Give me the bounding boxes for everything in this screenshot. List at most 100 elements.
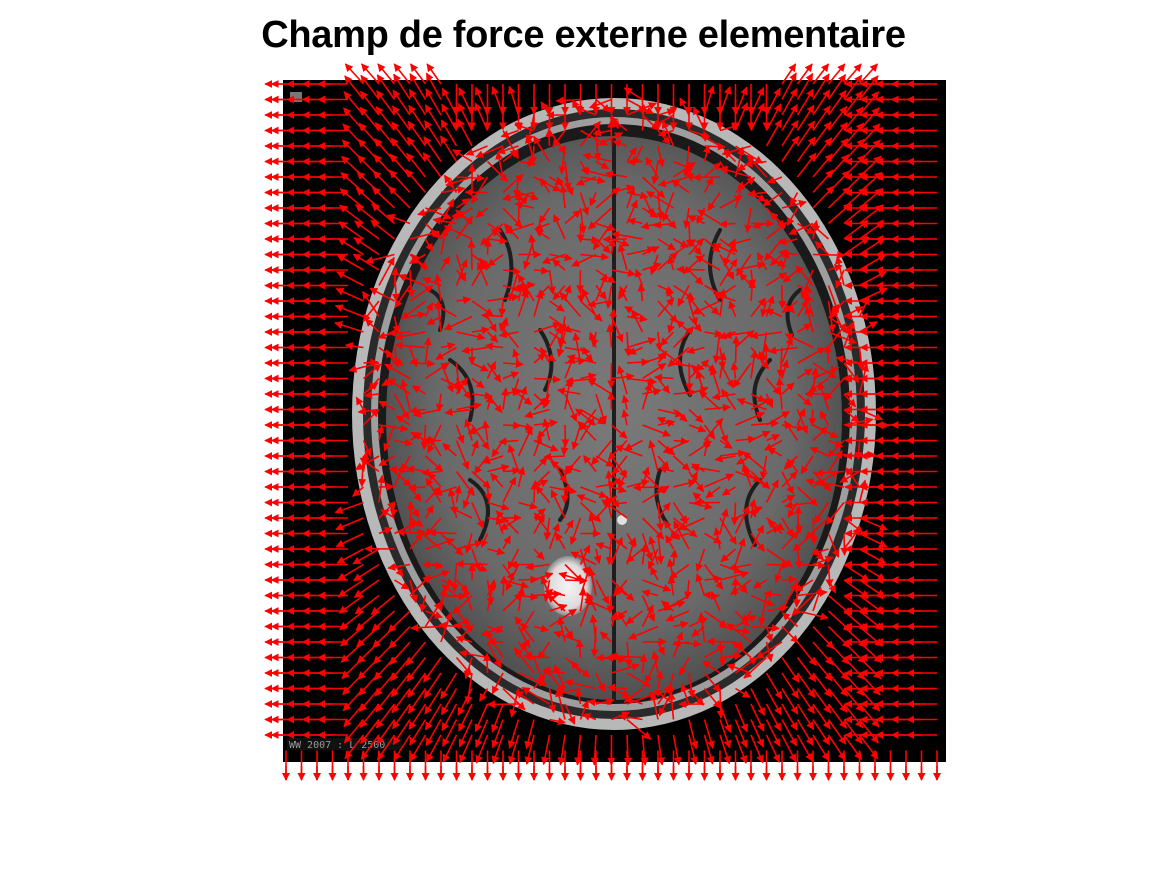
force-arrow (626, 337, 657, 349)
force-arrow (362, 440, 372, 457)
force-arrow (827, 74, 847, 100)
force-arrow (457, 118, 473, 147)
force-arrow (679, 97, 690, 116)
force-arrow (411, 385, 426, 395)
force-arrow (395, 415, 411, 426)
force-arrow (440, 377, 463, 389)
force-arrow (405, 169, 427, 194)
force-arrow (827, 203, 852, 225)
force-arrow (392, 316, 401, 334)
force-arrow (748, 280, 757, 302)
force-arrow (804, 305, 814, 333)
force-arrow (515, 192, 524, 224)
force-arrow (440, 256, 451, 271)
force-arrow (703, 417, 724, 442)
force-arrow (704, 403, 731, 412)
force-arrow (564, 209, 582, 225)
force-arrow (697, 209, 721, 225)
force-arrow (398, 273, 426, 287)
force-arrow (781, 359, 790, 379)
force-arrow (410, 253, 427, 271)
force-arrow (654, 373, 674, 382)
force-arrow (512, 348, 520, 364)
force-arrow (559, 184, 568, 209)
force-arrow (378, 256, 395, 286)
force-arrow (482, 455, 504, 465)
force-arrow (571, 253, 597, 267)
force-arrow (703, 424, 716, 440)
force-field-arrows (264, 63, 941, 781)
force-arrow (455, 471, 475, 497)
force-arrow (456, 198, 471, 209)
force-arrow (434, 300, 443, 333)
force-arrow (439, 135, 458, 162)
force-arrow (483, 238, 492, 255)
force-arrow (688, 269, 704, 286)
force-arrow (487, 293, 520, 302)
force-arrow (502, 173, 524, 194)
force-arrow (617, 243, 628, 271)
force-arrow (474, 86, 489, 116)
force-arrow (552, 130, 566, 148)
force-arrow (768, 346, 798, 355)
force-arrow (461, 346, 488, 355)
force-arrow (501, 387, 509, 410)
force-arrow (661, 120, 675, 147)
force-arrow (811, 367, 820, 395)
force-arrow (360, 63, 380, 85)
force-arrow (582, 152, 612, 163)
force-arrow (393, 73, 411, 100)
force-arrow (547, 269, 556, 295)
force-arrow (533, 396, 549, 411)
force-arrow (672, 455, 691, 471)
force-arrow (524, 135, 535, 162)
force-arrow (502, 466, 521, 475)
force-arrow (498, 300, 507, 317)
force-arrow (765, 377, 781, 395)
force-arrow (362, 290, 380, 317)
force-arrow (376, 90, 396, 116)
force-arrow (627, 217, 643, 226)
force-arrow (407, 120, 427, 147)
force-arrow (641, 176, 666, 199)
force-arrow (539, 177, 551, 193)
force-arrow (486, 331, 499, 343)
force-arrow (425, 207, 452, 220)
force-arrow (334, 304, 364, 318)
force-arrow (502, 149, 519, 163)
force-arrow (814, 241, 830, 256)
force-arrow (716, 688, 725, 719)
force-arrow (812, 251, 846, 260)
force-arrow (611, 269, 636, 278)
force-arrow (389, 169, 411, 194)
force-arrow (824, 377, 845, 401)
force-arrow (685, 362, 694, 392)
force-arrow (667, 316, 675, 334)
force-arrow (517, 386, 528, 410)
force-arrow (533, 135, 551, 162)
force-arrow (750, 430, 771, 442)
force-arrow (626, 157, 643, 166)
force-arrow (769, 212, 783, 225)
force-arrow (336, 254, 364, 271)
force-arrow (797, 222, 815, 235)
force-arrow (796, 104, 815, 131)
force-arrow (580, 372, 597, 381)
force-arrow (533, 435, 543, 457)
force-arrow (591, 439, 613, 466)
force-arrow (548, 325, 563, 348)
force-arrow (797, 323, 813, 333)
force-arrow (812, 366, 840, 380)
force-arrow (595, 273, 608, 302)
force-arrow (574, 105, 597, 116)
force-arrow (824, 344, 833, 364)
force-arrow (612, 139, 628, 148)
force-arrow (370, 219, 395, 240)
force-arrow (365, 318, 380, 333)
force-arrow (682, 207, 691, 229)
force-arrow (719, 166, 752, 178)
force-arrow (548, 455, 568, 484)
force-arrow (579, 300, 603, 322)
force-arrow (781, 300, 798, 313)
force-arrow (465, 145, 488, 156)
